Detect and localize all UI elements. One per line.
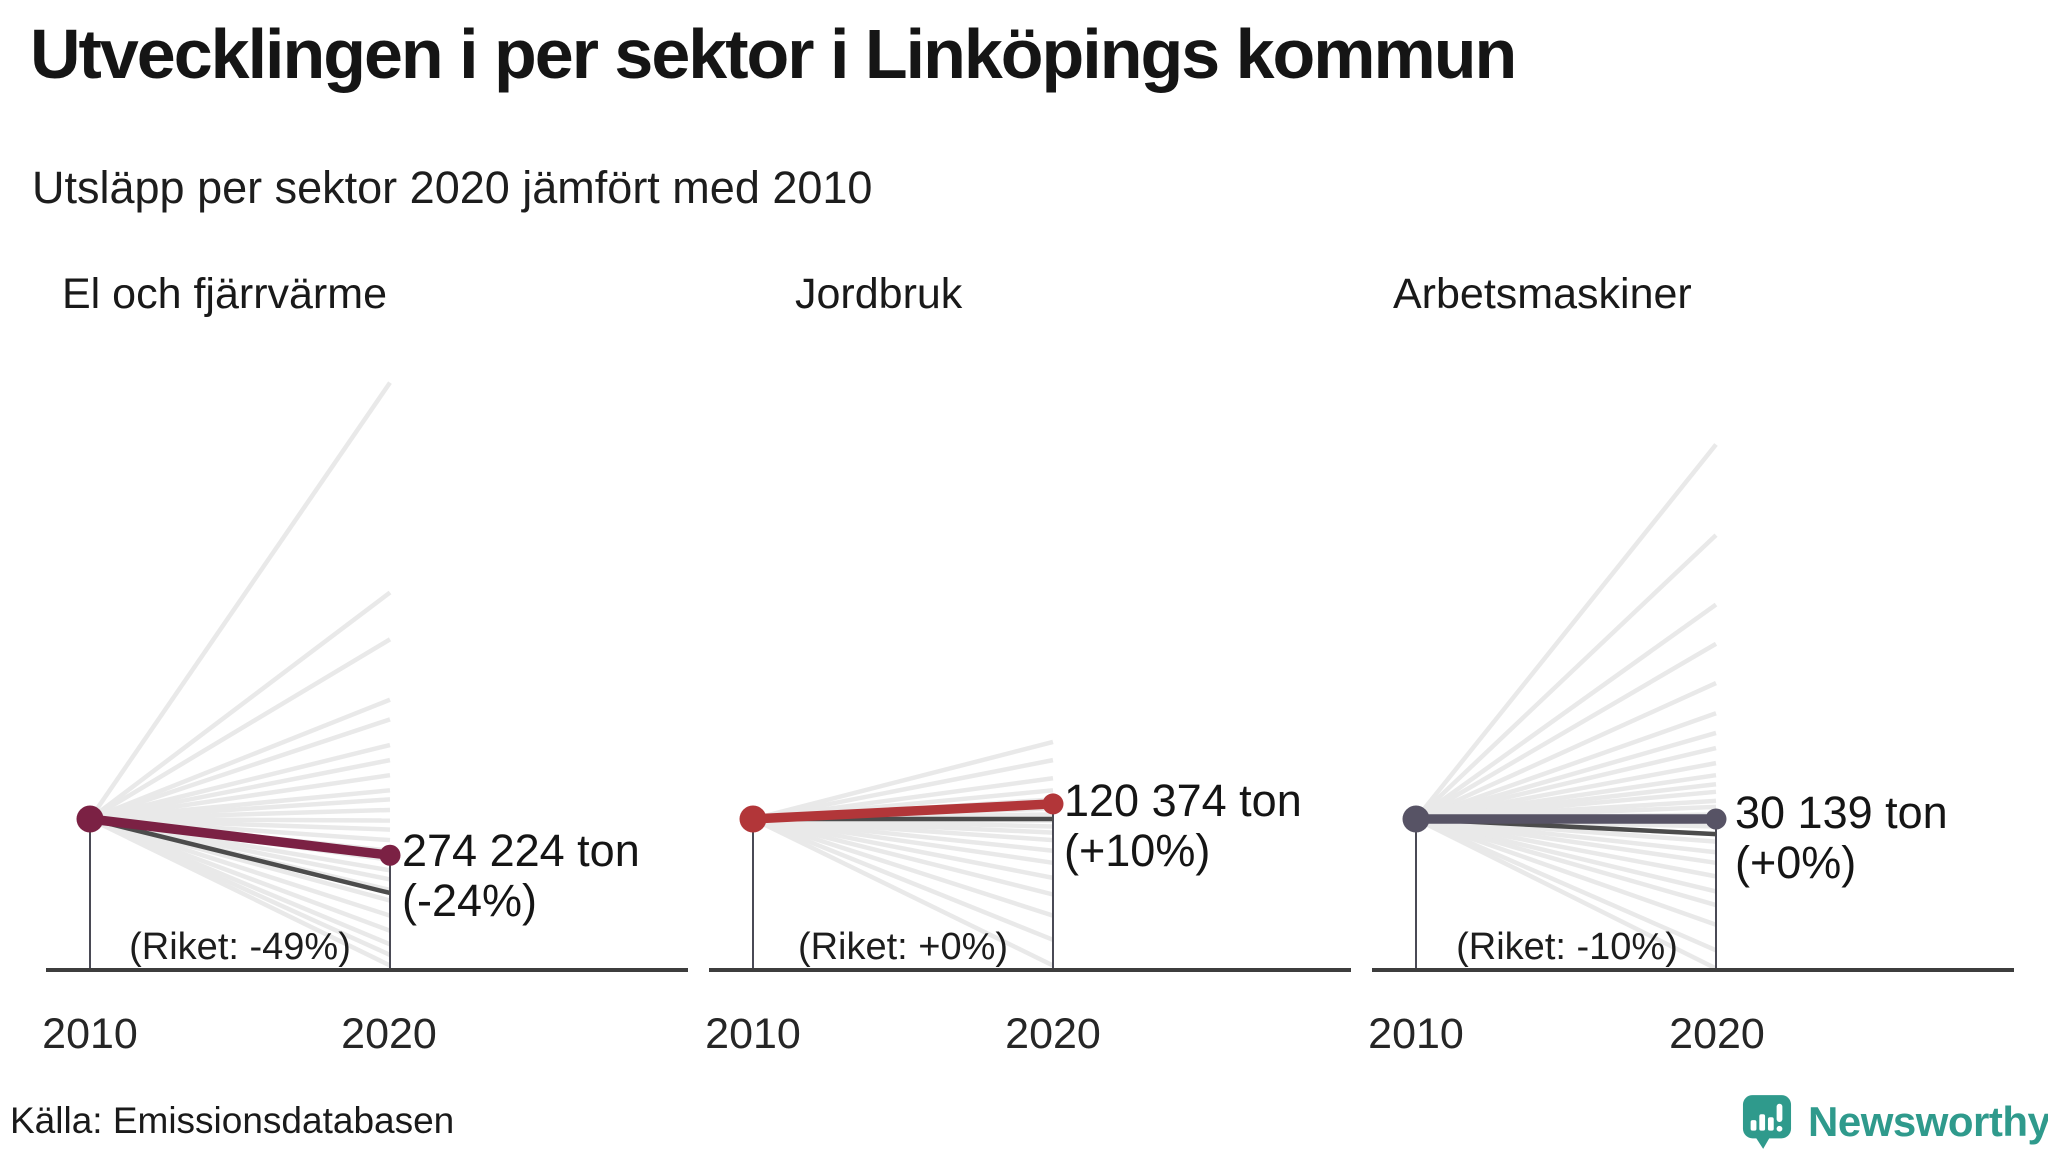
fan-line bbox=[1414, 443, 1718, 821]
x-tick-2010: 2010 bbox=[705, 1010, 801, 1058]
fan-line bbox=[1414, 602, 1718, 821]
sector-title-jordbruk: Jordbruk bbox=[795, 270, 963, 318]
fan-line bbox=[752, 739, 1054, 822]
municipality-slope-line bbox=[752, 799, 1054, 824]
value-change-pct: (-24%) bbox=[402, 875, 538, 926]
page-subtitle: Utsläpp per sektor 2020 jämfört med 2010 bbox=[32, 162, 873, 213]
newsworthy-bubble-chart-icon bbox=[1742, 1095, 1792, 1149]
end-dot-2020 bbox=[1705, 808, 1727, 830]
fan-line bbox=[1414, 816, 1718, 971]
riket-label-jordbruk: (Riket: +0%) bbox=[797, 926, 1009, 968]
page-title: Utvecklingen i per sektor i Linköpings k… bbox=[30, 15, 1517, 93]
fan-line bbox=[89, 717, 391, 822]
start-dot-2010 bbox=[1402, 805, 1430, 833]
sector-title-el-och-fjarrvarme: El och fjärrvärme bbox=[62, 270, 387, 318]
fan-line bbox=[1415, 745, 1717, 822]
fan-line bbox=[88, 590, 392, 821]
fan-line bbox=[88, 637, 392, 821]
x-tick-2020: 2020 bbox=[1669, 1010, 1765, 1058]
fan-line bbox=[752, 816, 1054, 866]
fan-line bbox=[1415, 730, 1717, 822]
fan-line bbox=[1415, 816, 1717, 927]
newsworthy-logo: Newsworthy bbox=[1742, 1094, 2048, 1150]
fan-line bbox=[89, 772, 391, 822]
fan-line bbox=[88, 381, 392, 821]
end-dot-2020 bbox=[1042, 793, 1064, 815]
fan-line bbox=[1415, 681, 1717, 822]
end-dot-2020 bbox=[379, 844, 401, 866]
fan-line bbox=[752, 816, 1054, 881]
fan-line bbox=[1414, 641, 1718, 821]
fan-line bbox=[89, 816, 391, 918]
value-change-pct: (+10%) bbox=[1064, 825, 1211, 876]
fan-line bbox=[752, 816, 1054, 897]
value-label-arbetsmaskiner: 30 139 ton (+0%) bbox=[1735, 788, 1948, 888]
x-tick-2020: 2020 bbox=[341, 1010, 437, 1058]
value-ton: 30 139 ton bbox=[1735, 787, 1948, 838]
fan-line bbox=[89, 742, 391, 822]
riket-label-el-och-fjarrvarme: (Riket: -49%) bbox=[129, 926, 351, 968]
fan-line bbox=[752, 816, 1054, 942]
riket-label-arbetsmaskiner: (Riket: -10%) bbox=[1456, 926, 1678, 968]
value-label-el-och-fjarrvarme: 274 224 ton (-24%) bbox=[402, 826, 640, 926]
value-label-jordbruk: 120 374 ton (+10%) bbox=[1064, 776, 1302, 876]
municipality-slope-line bbox=[89, 814, 391, 860]
newsworthy-wordmark: Newsworthy bbox=[1808, 1098, 2048, 1145]
fan-line bbox=[752, 757, 1054, 822]
fan-line bbox=[752, 816, 1054, 918]
x-tick-2010: 2010 bbox=[1368, 1010, 1464, 1058]
start-dot-2010 bbox=[76, 805, 104, 833]
fan-line bbox=[752, 816, 1054, 968]
riket-slope-line bbox=[89, 816, 391, 896]
fan-line bbox=[1415, 816, 1717, 908]
fan-line bbox=[1414, 533, 1718, 821]
value-ton: 274 224 ton bbox=[402, 825, 640, 876]
source-attribution: Källa: Emissionsdatabasen bbox=[10, 1100, 455, 1141]
fan-line bbox=[1415, 816, 1717, 879]
x-tick-2020: 2020 bbox=[1005, 1010, 1101, 1058]
value-change-pct: (+0%) bbox=[1735, 837, 1857, 888]
sector-title-arbetsmaskiner: Arbetsmaskiner bbox=[1393, 270, 1692, 318]
fan-line bbox=[89, 697, 391, 822]
fan-line bbox=[89, 757, 391, 822]
value-ton: 120 374 ton bbox=[1064, 775, 1302, 826]
start-dot-2010 bbox=[739, 805, 767, 833]
fan-line bbox=[89, 816, 391, 968]
fan-line bbox=[1415, 711, 1717, 822]
fan-line bbox=[1415, 816, 1717, 953]
x-tick-2010: 2010 bbox=[42, 1010, 138, 1058]
